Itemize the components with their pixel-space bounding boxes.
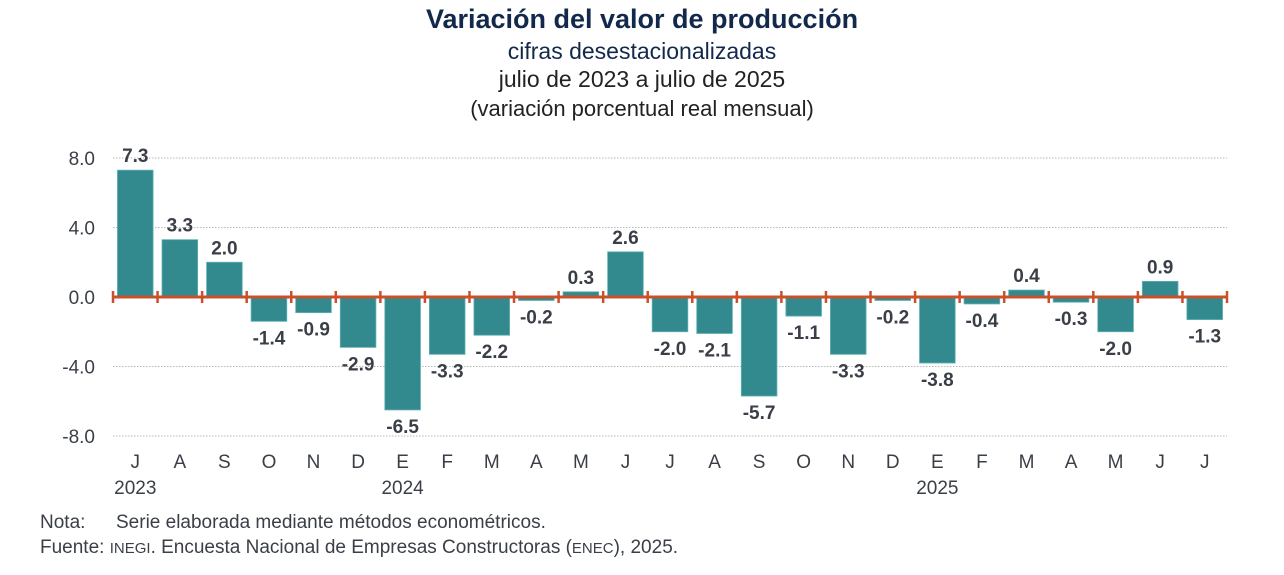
chart-units: (variación porcentual real mensual) [470, 96, 814, 121]
bar [740, 296, 778, 397]
bar [830, 296, 867, 355]
bar [1097, 296, 1134, 333]
x-tick-label: M [573, 452, 589, 473]
data-label: -2.9 [342, 354, 375, 375]
x-tick-label: A [173, 452, 186, 473]
x-tick-label: N [307, 452, 321, 473]
footnotes: Nota: Serie elaborada mediante métodos ec… [40, 510, 678, 561]
x-tick-label: F [976, 452, 988, 473]
y-axis-ticks: 8.0 4.0 0.0 -4.0 -8.0 [62, 149, 95, 448]
data-label: 0.4 [1013, 266, 1040, 287]
x-tick-label: M [484, 452, 500, 473]
chart-period: julio de 2023 a julio de 2025 [498, 66, 786, 92]
data-label: -2.0 [654, 339, 687, 360]
data-label: -2.1 [698, 340, 731, 361]
y-tick-label: -8.0 [62, 427, 95, 448]
y-tick-label: 4.0 [69, 219, 95, 240]
data-label: -3.3 [431, 361, 464, 382]
data-label: -0.4 [966, 311, 999, 332]
data-label: 7.3 [122, 146, 148, 167]
y-tick-label: 8.0 [69, 149, 95, 170]
data-label: 2.0 [211, 238, 237, 259]
x-tick-label: J [131, 452, 141, 473]
y-tick-label: 0.0 [69, 288, 95, 309]
x-tick-label: E [396, 452, 409, 473]
data-label: -5.7 [743, 403, 776, 424]
data-label: -2.2 [475, 342, 508, 363]
data-label: -1.3 [1188, 327, 1221, 348]
bar [339, 296, 377, 348]
bar [1186, 296, 1223, 320]
bar [696, 296, 733, 334]
chart-subtitle: cifras desestacionalizadas [507, 38, 777, 64]
bar [428, 296, 466, 355]
data-label: -0.3 [1055, 309, 1088, 330]
data-label: -1.4 [253, 328, 286, 349]
source-line: Fuente: INEGI. Encuesta Nacional de Empr… [40, 535, 678, 561]
bar [607, 251, 644, 298]
year-label: 2024 [381, 478, 424, 499]
source-text-2: ), 2025. [613, 537, 679, 558]
bar [919, 296, 956, 364]
data-label: -1.1 [787, 323, 820, 344]
x-tick-label: A [1065, 452, 1078, 473]
x-tick-label: D [351, 452, 365, 473]
source-org: INEGI [109, 540, 151, 557]
data-label: -0.2 [520, 307, 553, 328]
data-label: 3.3 [167, 216, 193, 237]
x-tick-label: J [1200, 452, 1210, 473]
zero-axis [111, 291, 1229, 303]
data-label: -0.9 [297, 320, 330, 341]
note-label: Nota: [40, 512, 86, 533]
note-text: Serie elaborada mediante métodos economé… [116, 512, 546, 533]
x-tick-label: J [1155, 452, 1165, 473]
bars [117, 169, 1223, 411]
data-label: 0.3 [568, 268, 594, 289]
gridlines [113, 157, 1227, 437]
note-line: Nota: Serie elaborada mediante métodos ec… [40, 510, 678, 535]
bar [295, 296, 332, 314]
x-tick-label: F [441, 452, 453, 473]
data-labels: 7.3 3.3 2.0 -1.4 -0.9 -2.9 -6.5 -3.3 -2.2 -0.2 0.3… [122, 146, 1221, 438]
x-tick-label: S [218, 452, 231, 473]
data-label: 2.6 [612, 228, 638, 249]
source-text-1: . Encuesta Nacional de Empresas Construc… [150, 537, 572, 558]
data-label: -3.8 [921, 370, 954, 391]
year-label: 2023 [114, 478, 156, 499]
x-tick-label: J [621, 452, 631, 473]
data-label: -3.3 [832, 361, 865, 382]
x-tick-label: S [753, 452, 766, 473]
x-tick-label: A [708, 452, 721, 473]
y-tick-label: -4.0 [62, 358, 95, 379]
bar [250, 296, 288, 322]
source-label: Fuente: [40, 537, 105, 558]
x-tick-label: J [665, 452, 675, 473]
bar [161, 239, 199, 298]
x-tick-label: E [931, 452, 944, 473]
year-label: 2025 [916, 478, 958, 499]
bar [117, 169, 154, 298]
data-label: -6.5 [386, 417, 419, 438]
chart-title: Variación del valor de producción [425, 4, 859, 34]
data-label: -2.0 [1099, 339, 1132, 360]
bar [473, 296, 510, 336]
x-axis-ticks: J A S O N D E F M A M J J A S O N D E F M A M J J 2023 2024 2025 [114, 452, 1209, 499]
x-tick-label: O [796, 452, 811, 473]
x-tick-label: D [886, 452, 900, 473]
x-tick-label: M [1108, 452, 1124, 473]
bar [384, 296, 421, 411]
bar [785, 296, 822, 317]
x-tick-label: M [1019, 452, 1035, 473]
x-tick-label: N [841, 452, 855, 473]
bar [206, 261, 243, 298]
bar [1141, 280, 1179, 298]
bar [651, 296, 689, 333]
x-tick-label: A [530, 452, 543, 473]
bar-chart: 8.0 4.0 0.0 -4.0 -8.0 7.3 3.3 2.0 -1.4 -0.9 -2.9 -… [62, 146, 1229, 499]
data-label: 0.9 [1147, 257, 1173, 278]
source-abbr: ENEC [571, 540, 614, 557]
data-label: -0.2 [876, 307, 909, 328]
x-tick-label: O [262, 452, 277, 473]
